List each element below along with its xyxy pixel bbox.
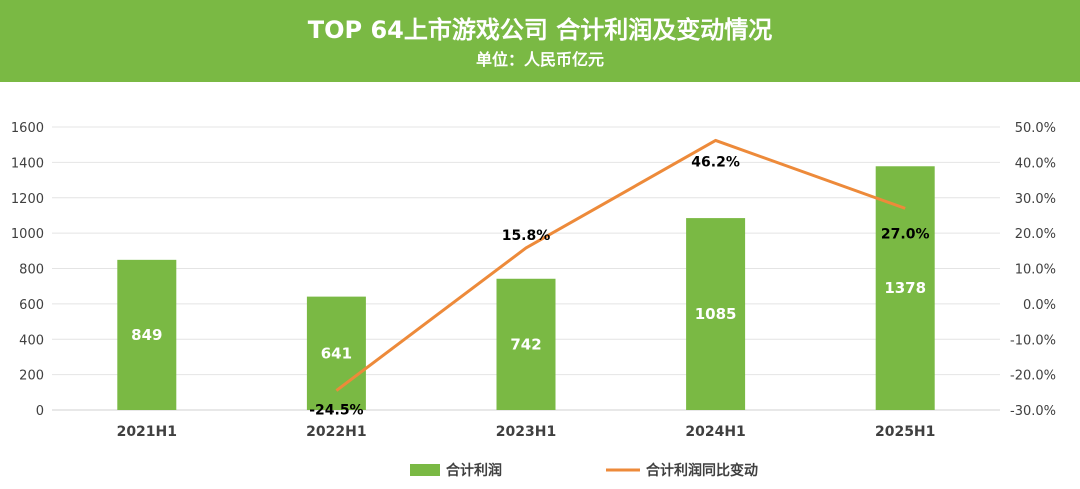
x-tick-label: 2024H1 [685,424,745,440]
chart-header: TOP 64上市游戏公司 合计利润及变动情况 单位：人民币亿元 [0,0,1080,82]
legend-swatch-bar [410,464,440,476]
legend-label-line: 合计利润同比变动 [646,462,758,479]
y-tick-label: 1000 [11,227,44,242]
y-tick-label: 0 [36,404,44,419]
y-tick-label: 600 [19,298,44,313]
series-line [335,138,906,392]
line-value-label: -24.5% [309,403,363,419]
y2-tick-label: 40.0% [1015,156,1056,171]
bar [686,218,746,410]
x-tick-label: 2021H1 [117,424,177,440]
bar-value-label: 1085 [695,305,737,323]
y-tick-label: 1600 [11,121,44,136]
bar-value-label: 849 [131,326,162,344]
y-tick-label: 1200 [11,192,44,207]
bar-value-label: 641 [321,344,352,362]
bar [496,278,556,410]
y-tick-label: 800 [19,263,44,278]
y2-tick-label: 10.0% [1015,263,1056,278]
y2-tick-label: 0.0% [1023,298,1056,313]
chart-plot: 0 200 400 600 800 1000 1200 1400 1600 -30.0% -20.0… [11,121,1056,479]
y2-tick-label: -10.0% [1010,333,1056,348]
chart-title: TOP 64上市游戏公司 合计利润及变动情况 [307,16,773,44]
line-value-label: 46.2% [691,154,740,170]
y-tick-label: 1400 [11,156,44,171]
y2-tick-label: -30.0% [1010,404,1056,419]
y2-tick-label: 20.0% [1015,227,1056,242]
x-tick-label: 2022H1 [306,424,366,440]
y2-tick-label: 50.0% [1015,121,1056,136]
y-tick-label: 400 [19,333,44,348]
bar-value-label: 742 [510,335,541,353]
legend-label-bar: 合计利润 [446,462,502,479]
y2-tick-label: -20.0% [1010,369,1056,384]
y2-tick-label: 30.0% [1015,192,1056,207]
x-tick-label: 2023H1 [496,424,556,440]
x-tick-label: 2025H1 [875,424,935,440]
line-value-label: 27.0% [881,226,930,242]
y-tick-label: 200 [19,369,44,384]
line-value-label: 15.8% [502,228,551,244]
bar [306,296,366,410]
bar [117,259,177,410]
chart-subtitle: 单位：人民币亿元 [475,50,604,69]
bar-value-label: 1378 [884,279,926,297]
